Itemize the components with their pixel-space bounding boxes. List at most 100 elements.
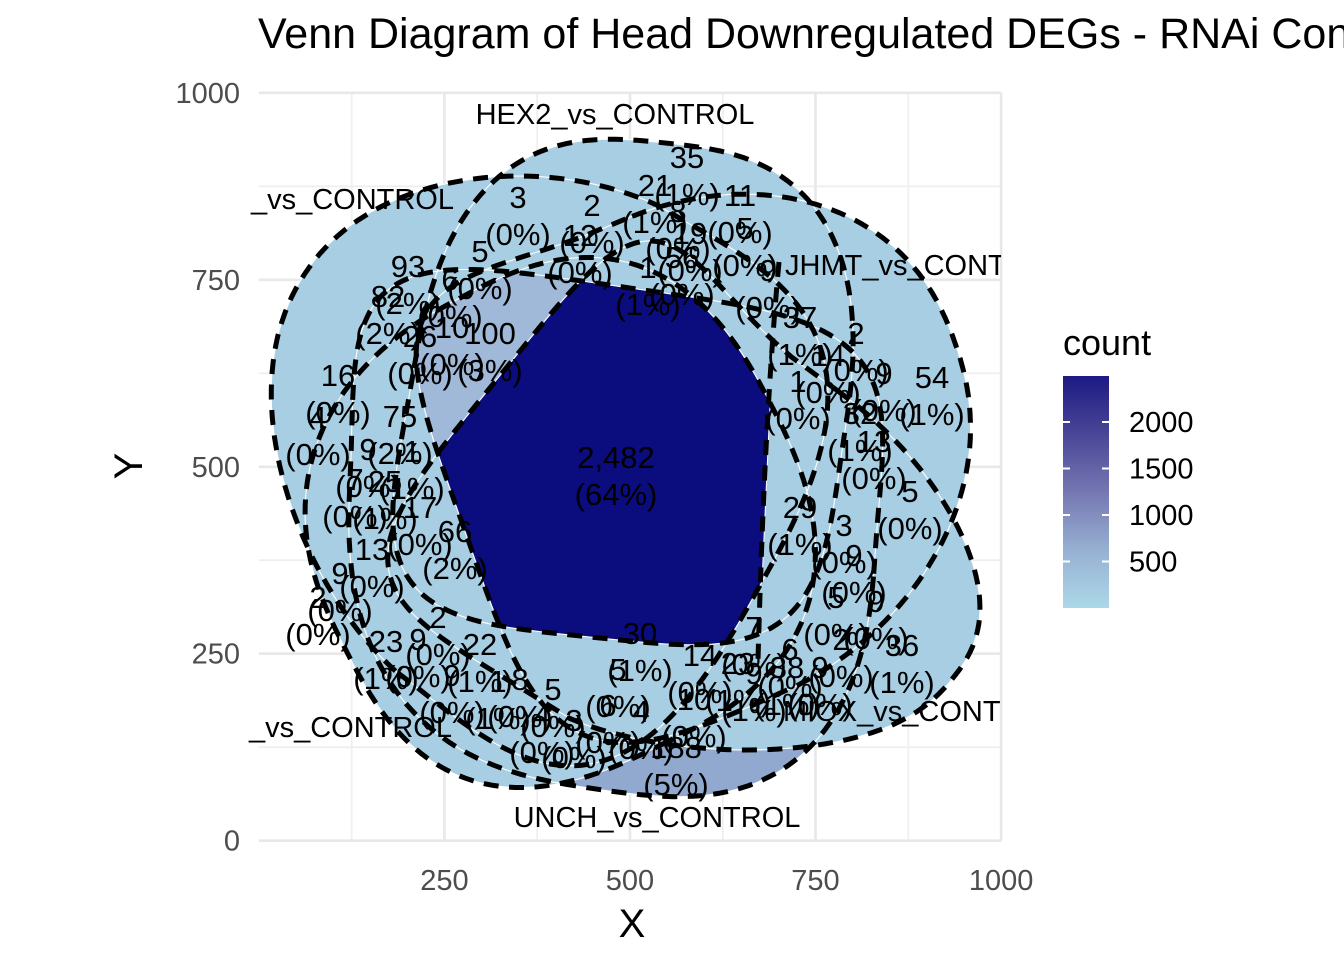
svg-text:(0%): (0%): [795, 375, 860, 410]
svg-text:(0%): (0%): [757, 669, 822, 704]
svg-text:14: 14: [683, 638, 717, 673]
svg-text:100: 100: [464, 316, 516, 351]
svg-text:1: 1: [403, 434, 420, 469]
svg-text:37: 37: [783, 300, 817, 335]
svg-text:1: 1: [639, 250, 656, 285]
svg-text:9: 9: [811, 650, 828, 685]
svg-text:(1%): (1%): [827, 433, 892, 468]
svg-text:32: 32: [843, 396, 877, 431]
svg-text:6: 6: [599, 688, 616, 723]
svg-text:10: 10: [677, 682, 711, 717]
svg-text:(2%): (2%): [422, 551, 487, 586]
svg-text:(0%): (0%): [821, 575, 886, 610]
svg-text:(0%): (0%): [667, 675, 732, 710]
svg-text:1000: 1000: [969, 865, 1034, 897]
svg-text:8: 8: [511, 662, 528, 697]
svg-text:(0%): (0%): [707, 215, 772, 250]
svg-text:3: 3: [565, 703, 582, 738]
svg-text:6: 6: [441, 262, 458, 297]
svg-text:(64%): (64%): [575, 477, 658, 512]
svg-text:(2%): (2%): [355, 316, 420, 351]
svg-text:6: 6: [781, 632, 798, 667]
svg-text:9: 9: [845, 538, 862, 573]
svg-text:9: 9: [745, 656, 762, 691]
svg-text:(0%): (0%): [487, 699, 552, 734]
svg-text:(1%): (1%): [465, 701, 530, 736]
svg-text:JHMT_vs_CONTROL: JHMT_vs_CONTROL: [785, 250, 1065, 282]
svg-text:750: 750: [791, 865, 839, 897]
svg-text:21: 21: [638, 168, 672, 203]
svg-text:(1%): (1%): [654, 177, 719, 212]
svg-text:66: 66: [438, 514, 472, 549]
svg-text:(1%): (1%): [615, 287, 680, 322]
svg-text:19: 19: [673, 216, 707, 251]
svg-text:(0%): (0%): [657, 253, 722, 288]
svg-text:(0%): (0%): [305, 395, 370, 430]
svg-text:(0%): (0%): [712, 248, 777, 283]
svg-text:5: 5: [544, 672, 561, 707]
svg-text:5: 5: [827, 580, 844, 615]
svg-text:0: 0: [224, 826, 240, 858]
svg-text:HEX2_vs_CONTROL: HEX2_vs_CONTROL: [476, 99, 755, 131]
svg-text:UNCH_vs_CONTROL: UNCH_vs_CONTROL: [514, 802, 801, 834]
svg-text:(0%): (0%): [585, 689, 650, 724]
svg-text:500: 500: [606, 865, 654, 897]
svg-text:(1%): (1%): [721, 693, 786, 728]
svg-text:2,482: 2,482: [577, 440, 655, 475]
svg-text:1: 1: [489, 664, 506, 699]
svg-text:(0%): (0%): [649, 277, 714, 312]
svg-text:30: 30: [623, 616, 657, 651]
svg-text:Y: Y: [107, 453, 151, 480]
svg-text:(0%): (0%): [387, 356, 452, 391]
svg-text:188: 188: [650, 730, 702, 765]
svg-text:1500: 1500: [1129, 454, 1194, 486]
svg-text:10: 10: [435, 310, 469, 345]
svg-text:5: 5: [901, 474, 918, 509]
svg-text:75: 75: [383, 399, 417, 434]
svg-text:14: 14: [811, 338, 845, 373]
svg-text:(1%): (1%): [869, 665, 934, 700]
svg-text:250: 250: [420, 865, 468, 897]
svg-text:9: 9: [409, 622, 426, 657]
svg-text:count: count: [1063, 322, 1151, 363]
svg-text:750: 750: [192, 265, 240, 297]
svg-text:(0%): (0%): [877, 511, 942, 546]
svg-text:(0%): (0%): [787, 687, 852, 722]
svg-text:9: 9: [867, 584, 884, 619]
svg-text:(0%): (0%): [509, 735, 574, 770]
svg-text:17: 17: [403, 490, 437, 525]
svg-text:500: 500: [1129, 547, 1177, 579]
svg-text:(0%): (0%): [735, 290, 800, 325]
svg-text:(1%): (1%): [754, 687, 819, 722]
svg-text:5: 5: [471, 234, 488, 269]
svg-text:(0%): (0%): [447, 271, 512, 306]
svg-text:1000: 1000: [175, 78, 240, 110]
svg-text:(0%): (0%): [661, 719, 726, 754]
svg-text:(0%): (0%): [843, 621, 908, 656]
svg-text:(1%): (1%): [705, 683, 770, 718]
svg-text:(0%): (0%): [419, 695, 484, 730]
svg-text:(0%): (0%): [851, 393, 916, 428]
svg-text:(0%): (0%): [721, 647, 786, 682]
svg-text:82: 82: [371, 279, 405, 314]
svg-text:(1%): (1%): [352, 501, 417, 536]
svg-text:2: 2: [309, 580, 326, 615]
svg-text:(0%): (0%): [485, 217, 550, 252]
svg-text:(0%): (0%): [405, 637, 470, 672]
svg-text:(0%): (0%): [803, 617, 868, 652]
svg-text:(3%): (3%): [457, 353, 522, 388]
svg-text:13: 13: [355, 532, 389, 567]
svg-text:23: 23: [721, 646, 755, 681]
svg-text:(1%): (1%): [899, 397, 964, 432]
svg-text:(1%): (1%): [353, 661, 418, 696]
svg-text:7: 7: [346, 462, 363, 497]
svg-text:(5%): (5%): [643, 767, 708, 802]
svg-text:1000: 1000: [1129, 500, 1194, 532]
svg-text:2000: 2000: [1129, 407, 1194, 439]
svg-text:9: 9: [875, 356, 892, 391]
svg-text:(1%): (1%): [767, 337, 832, 372]
svg-text:(0%): (0%): [335, 469, 400, 504]
svg-text:_vs_CONTROL: _vs_CONTROL: [250, 184, 454, 216]
svg-text:22: 22: [463, 627, 497, 662]
svg-text:(0%): (0%): [645, 231, 710, 266]
